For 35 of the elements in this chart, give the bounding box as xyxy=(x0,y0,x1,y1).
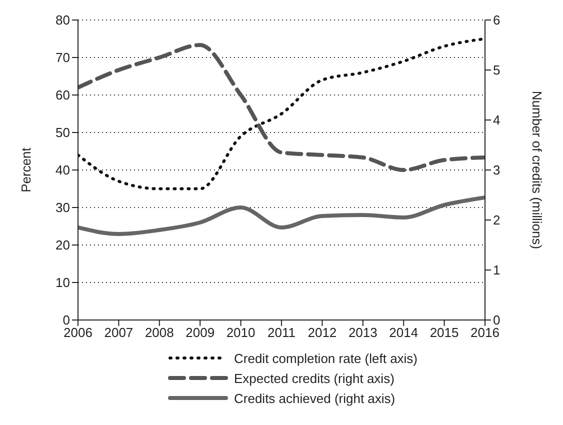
y2-tick-label: 1 xyxy=(493,262,500,278)
y-tick-label: 0 xyxy=(62,312,70,328)
legend-label: Credits achieved (right axis) xyxy=(234,390,396,406)
y2-tick-label: 6 xyxy=(493,12,500,28)
x-tick-label: 2014 xyxy=(389,325,418,340)
legend-label: Expected credits (right axis) xyxy=(234,370,394,386)
x-tick-label: 2013 xyxy=(348,325,378,340)
y-tick-label: 60 xyxy=(56,88,70,103)
y-tick-label: 40 xyxy=(56,162,70,178)
y-axis-title: Percent xyxy=(18,147,34,192)
y2-tick-label: 3 xyxy=(493,162,500,178)
y-tick-label: 50 xyxy=(56,125,70,140)
y-tick-label: 20 xyxy=(56,238,70,253)
y-tick-label: 80 xyxy=(56,12,70,28)
y2-tick-label: 0 xyxy=(493,312,500,328)
y2-tick-label: 2 xyxy=(493,212,500,228)
line-series xyxy=(78,37,485,190)
line-series xyxy=(78,43,485,172)
y-tick-label: 30 xyxy=(56,200,70,216)
x-tick-label: 2007 xyxy=(104,325,134,340)
x-tick-label: 2016 xyxy=(470,325,500,340)
x-tick-label: 2008 xyxy=(144,325,174,340)
x-tick-label: 2009 xyxy=(186,325,215,340)
x-tick-label: 2010 xyxy=(226,325,256,340)
x-tick-label: 2012 xyxy=(308,325,337,340)
x-tick-label: 2006 xyxy=(64,325,92,340)
y2-tick-label: 4 xyxy=(493,112,500,128)
y2-axis-title: Number of credits (millions) xyxy=(529,90,544,250)
y2-tick-label: 5 xyxy=(493,62,500,78)
y-tick-label: 10 xyxy=(56,275,70,290)
line-series xyxy=(78,196,485,236)
y-tick-label: 70 xyxy=(56,50,70,66)
x-tick-label: 2011 xyxy=(268,325,296,340)
x-tick-label: 2015 xyxy=(430,325,459,340)
legend-label: Credit completion rate (left axis) xyxy=(234,350,418,366)
